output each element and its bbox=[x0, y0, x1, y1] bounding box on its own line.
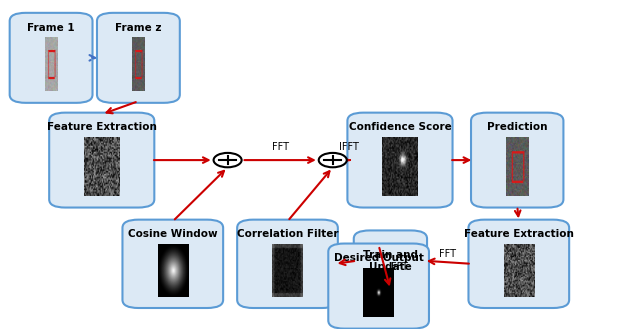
FancyBboxPatch shape bbox=[97, 13, 180, 103]
FancyBboxPatch shape bbox=[354, 230, 427, 291]
Text: Frame z: Frame z bbox=[115, 23, 162, 33]
Text: Train and
Update: Train and Update bbox=[363, 250, 418, 272]
Text: Feature Extraction: Feature Extraction bbox=[47, 122, 157, 132]
FancyBboxPatch shape bbox=[10, 13, 93, 103]
FancyBboxPatch shape bbox=[328, 244, 429, 329]
Circle shape bbox=[214, 153, 242, 167]
FancyBboxPatch shape bbox=[348, 113, 452, 208]
FancyBboxPatch shape bbox=[468, 220, 569, 308]
FancyBboxPatch shape bbox=[237, 220, 338, 308]
Text: FFT: FFT bbox=[271, 142, 289, 152]
Text: FFT: FFT bbox=[392, 262, 408, 272]
Text: FFT: FFT bbox=[439, 249, 456, 259]
Text: Cosine Window: Cosine Window bbox=[128, 229, 218, 240]
Text: Prediction: Prediction bbox=[487, 122, 547, 132]
Text: Frame 1: Frame 1 bbox=[28, 23, 75, 33]
Text: Correlation Filter: Correlation Filter bbox=[237, 229, 339, 240]
FancyBboxPatch shape bbox=[471, 113, 563, 208]
FancyBboxPatch shape bbox=[122, 220, 223, 308]
Circle shape bbox=[319, 153, 347, 167]
Text: Feature Extraction: Feature Extraction bbox=[464, 229, 573, 240]
Text: Desired Output: Desired Output bbox=[333, 253, 424, 263]
Text: Confidence Score: Confidence Score bbox=[349, 122, 451, 132]
FancyBboxPatch shape bbox=[49, 113, 154, 208]
Text: IFFT: IFFT bbox=[339, 142, 358, 152]
